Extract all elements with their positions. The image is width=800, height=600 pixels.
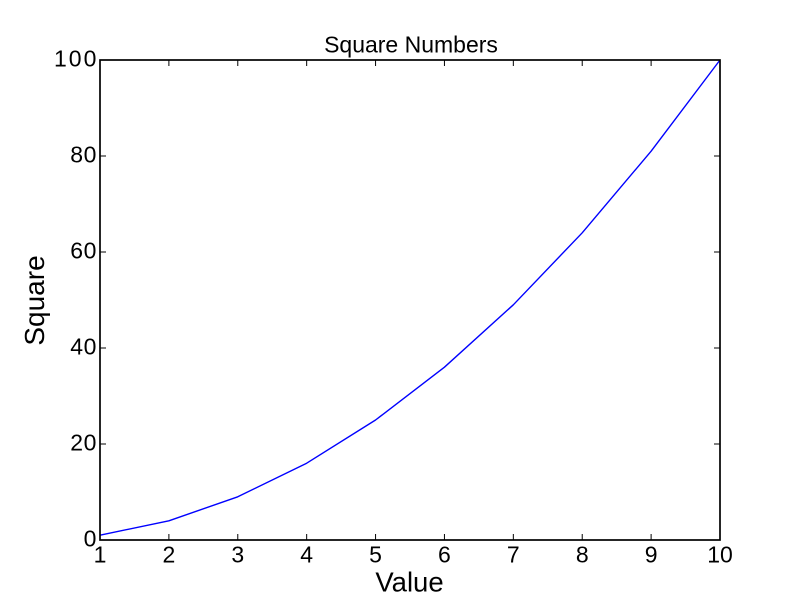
svg-text:0: 0: [84, 525, 97, 551]
svg-text:7: 7: [507, 542, 520, 568]
svg-text:8: 8: [576, 542, 589, 568]
svg-text:1: 1: [94, 542, 107, 568]
svg-text:10: 10: [707, 542, 733, 568]
svg-text:4: 4: [300, 542, 313, 568]
svg-text:2: 2: [162, 542, 175, 568]
svg-text:20: 20: [70, 429, 97, 455]
svg-text:80: 80: [70, 141, 97, 167]
svg-text:Value: Value: [375, 567, 443, 598]
svg-text:Square Numbers: Square Numbers: [324, 32, 498, 58]
svg-text:40: 40: [70, 333, 97, 359]
svg-text:3: 3: [231, 542, 244, 568]
svg-text:Square: Square: [19, 255, 50, 345]
svg-text:60: 60: [70, 237, 97, 263]
svg-text:100: 100: [54, 45, 98, 71]
svg-text:6: 6: [438, 542, 451, 568]
svg-text:9: 9: [645, 542, 658, 568]
svg-text:5: 5: [369, 542, 382, 568]
